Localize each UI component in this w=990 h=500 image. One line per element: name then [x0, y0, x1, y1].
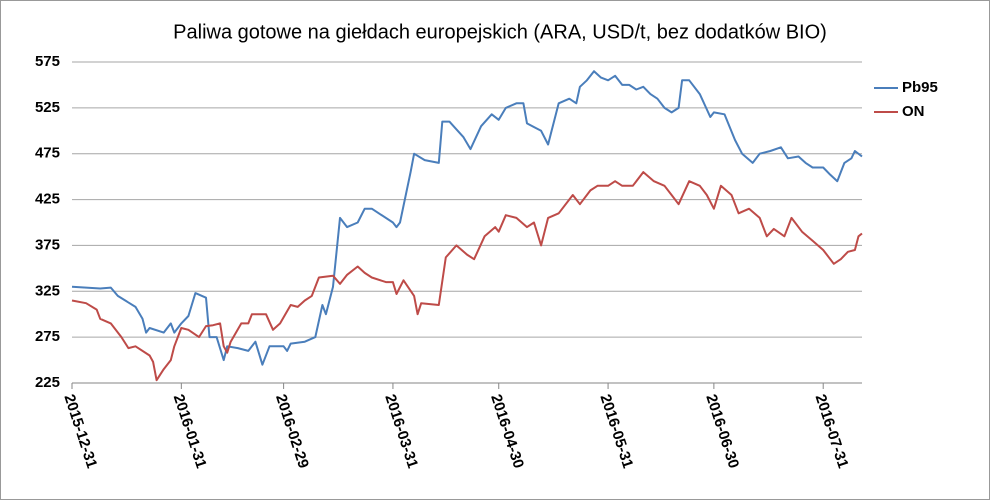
- legend-label: ON: [902, 103, 925, 120]
- series-line: [71, 70, 863, 366]
- y-tick-label: 425: [35, 191, 60, 208]
- legend-label: Pb95: [902, 79, 938, 96]
- y-tick-label: 475: [35, 145, 60, 162]
- series-line: [71, 171, 863, 382]
- y-tick-label: 225: [35, 374, 60, 391]
- y-tick-label: 575: [35, 53, 60, 70]
- y-tick-label: 325: [35, 282, 60, 299]
- y-tick-label: 375: [35, 236, 60, 253]
- y-tick-label: 275: [35, 328, 60, 345]
- chart-title: Paliwa gotowe na giełdach europejskich (…: [173, 21, 827, 43]
- y-tick-label: 525: [35, 99, 60, 116]
